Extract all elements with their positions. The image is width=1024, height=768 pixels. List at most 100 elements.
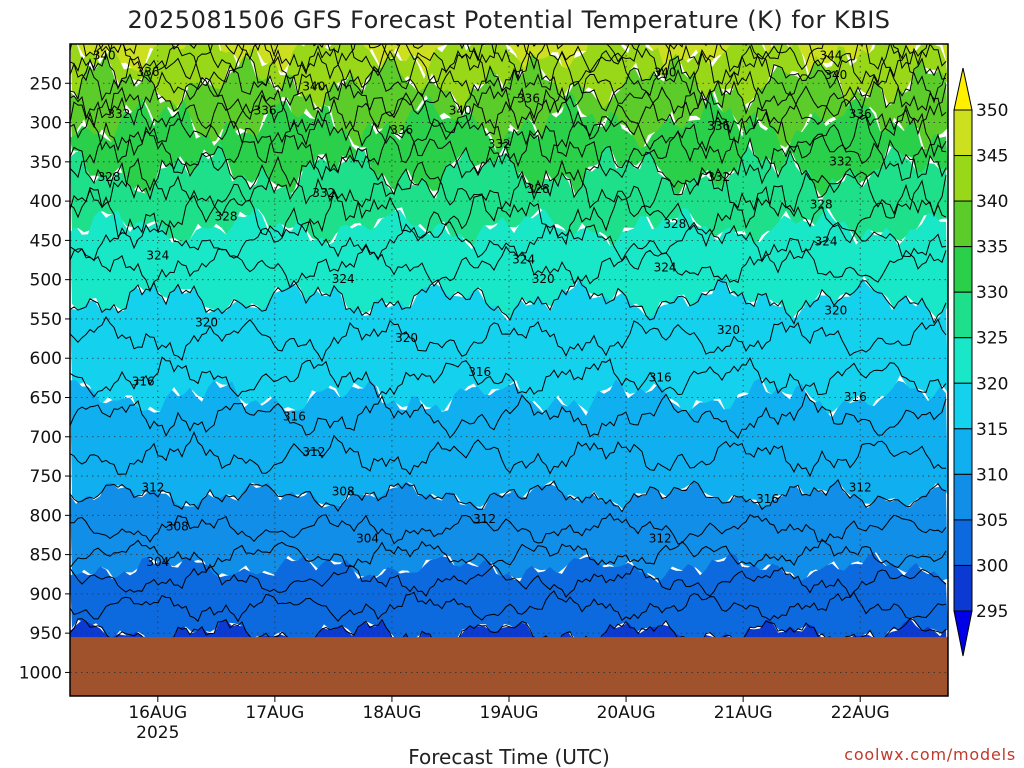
isentrope-330 <box>70 136 947 201</box>
pressure-axis: 250 300 350 400 450 500 550 600 650 700 750 800 850 9… <box>19 74 70 683</box>
isentrope-328 <box>70 155 947 223</box>
contour-label: 336 <box>137 65 160 79</box>
contour-label: 324 <box>815 234 838 248</box>
contour-label: 336 <box>517 91 540 105</box>
pressure-tick-label: 650 <box>30 388 62 408</box>
theta-band-10 <box>70 551 948 648</box>
colorbar-tick-label: 300 <box>976 556 1008 576</box>
isentrope-308 <box>70 512 947 545</box>
theta-band-5 <box>70 142 948 249</box>
isentrope-338 <box>70 67 947 130</box>
isentrope-310 <box>70 479 947 513</box>
pressure-tick-label: 400 <box>30 192 62 212</box>
isentrope-318 <box>70 315 947 363</box>
pressure-tick-label: 800 <box>30 506 62 526</box>
isentrope-332 <box>70 121 947 185</box>
contour-label: 328 <box>810 198 833 212</box>
colorbar-swatch <box>953 382 973 430</box>
pressure-tick-label: 500 <box>30 271 62 291</box>
isentrope-320 <box>70 275 947 325</box>
x-axis-label: Forecast Time (UTC) <box>408 745 610 768</box>
colorbar-tick-label: 345 <box>976 147 1008 167</box>
contour-label: 328 <box>527 182 550 196</box>
contour-label: 332 <box>829 154 852 168</box>
colorbar-tick-label: 310 <box>976 465 1008 485</box>
colorbar-swatch <box>953 564 973 612</box>
contour-label: 316 <box>649 370 672 384</box>
contour-label: 332 <box>312 186 335 200</box>
ground-mask <box>70 637 948 696</box>
time-tick-label: 19AUG <box>480 703 539 723</box>
plot-area <box>70 44 948 696</box>
contour-label: 324 <box>512 253 535 267</box>
contour-label: 304 <box>146 555 169 569</box>
contour-label: 320 <box>532 272 555 286</box>
contour-label: 328 <box>98 170 121 184</box>
pressure-tick-label: 450 <box>30 231 62 251</box>
pressure-tick-label: 550 <box>30 310 62 330</box>
contour-label: 316 <box>756 492 779 506</box>
isentrope-346 <box>70 44 947 80</box>
theta-band-8 <box>70 378 948 511</box>
contour-label: 308 <box>166 520 189 534</box>
colorbar-bottom-arrow <box>953 610 973 657</box>
time-tick-label: 16AUG <box>128 703 187 723</box>
contour-label: 344 <box>819 48 842 62</box>
pressure-tick-label: 750 <box>30 467 62 487</box>
colorbar-swatch <box>953 428 973 475</box>
pressure-tick-label: 900 <box>30 585 62 605</box>
contour-label: 340 <box>93 48 116 62</box>
colorbar: 350 345 340 335 330 325 320 315 310 305 300 295 <box>953 67 1008 657</box>
isentrope-314 <box>70 392 947 439</box>
contour-label: 316 <box>283 410 306 424</box>
pressure-tick-label: 950 <box>30 624 62 644</box>
contour-label: 324 <box>332 272 355 286</box>
chart-title: 2025081506 GFS Forecast Potential Temper… <box>127 6 890 34</box>
colorbar-swatch <box>953 200 973 248</box>
colorbar-swatch <box>953 519 973 566</box>
colorbar-top-arrow <box>953 67 973 111</box>
contour-label: 336 <box>254 103 277 117</box>
colorbar-swatch <box>953 246 973 293</box>
isentrope-326 <box>70 179 947 248</box>
isentrope-316 <box>70 356 947 399</box>
contour-label: 316 <box>844 390 867 404</box>
contour-label: 340 <box>449 103 472 117</box>
contour-label: 316 <box>132 374 155 388</box>
isentrope-304 <box>70 563 947 598</box>
contour-label: 312 <box>649 531 672 545</box>
colorbar-swatch <box>953 291 973 339</box>
pressure-tick-label: 1000 <box>19 663 62 683</box>
pressure-tick-label: 600 <box>30 349 62 369</box>
time-tick-label: 20AUG <box>597 703 656 723</box>
contour-label: 336 <box>849 107 872 121</box>
contour-label: 332 <box>488 137 511 151</box>
contour-label: 312 <box>473 512 496 526</box>
contour-label: 304 <box>356 531 379 545</box>
credit-text: coolwx.com/models <box>844 745 1016 764</box>
isentrope-306 <box>70 538 947 572</box>
isentrope-324 <box>70 219 947 263</box>
contour-label: 320 <box>824 304 847 318</box>
contour-label: 336 <box>390 123 413 137</box>
colorbar-tick-label: 330 <box>976 283 1008 303</box>
contour-label: 340 <box>824 68 847 82</box>
colorbar-swatch <box>953 155 973 202</box>
colorbar-swatch <box>953 473 973 521</box>
contour-label: 308 <box>332 484 355 498</box>
year-label: 2025 <box>136 723 179 743</box>
colorbar-swatch <box>953 109 973 157</box>
contour-label: 320 <box>195 315 218 329</box>
pressure-tick-label: 700 <box>30 428 62 448</box>
time-tick-label: 22AUG <box>831 703 890 723</box>
colorbar-tick-label: 305 <box>976 511 1008 531</box>
contour-label: 328 <box>663 217 686 231</box>
pressure-tick-label: 350 <box>30 153 62 173</box>
colorbar-tick-label: 350 <box>976 101 1008 121</box>
theta-band-1 <box>77 44 948 80</box>
contour-label: 320 <box>717 323 740 337</box>
contour-label: 332 <box>707 170 730 184</box>
isentrope-340 <box>70 49 947 116</box>
contour-label: 340 <box>302 80 325 94</box>
